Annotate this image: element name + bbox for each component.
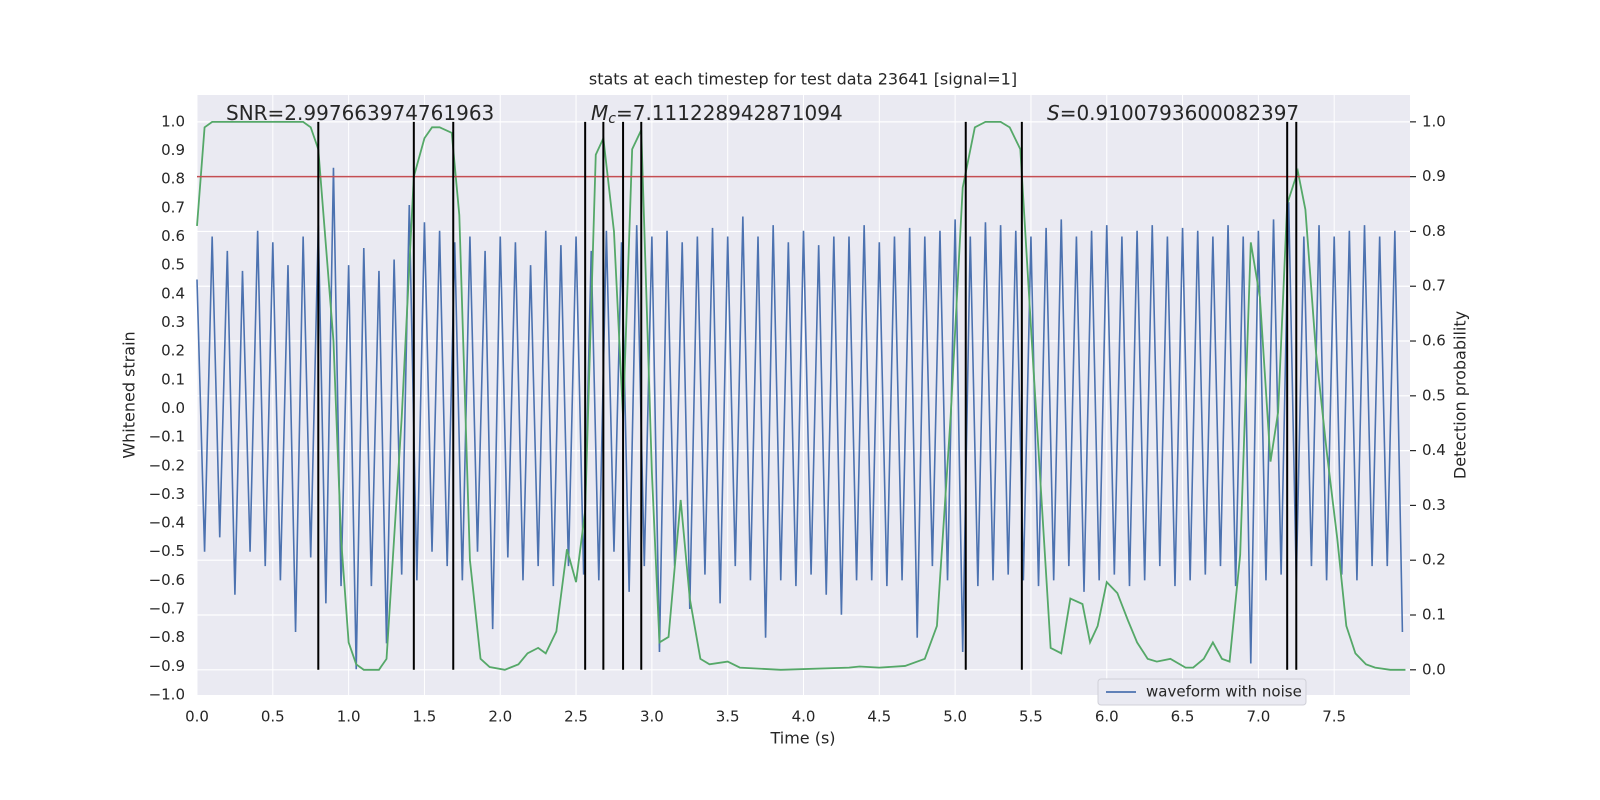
x-tick-label: 5.5 — [1019, 708, 1043, 726]
y2-tick-label: 0.8 — [1422, 222, 1446, 240]
chart-title: stats at each timestep for test data 236… — [589, 70, 1017, 89]
x-tick-label: 4.0 — [792, 708, 816, 726]
x-tick-label: 7.0 — [1246, 708, 1270, 726]
y-tick-label: −0.2 — [149, 456, 185, 474]
legend-label: waveform with noise — [1146, 683, 1302, 701]
x-tick-label: 5.0 — [943, 708, 967, 726]
y-tick-label: 0.9 — [161, 141, 185, 159]
x-tick-label: 7.5 — [1322, 708, 1346, 726]
waveform-line — [196, 167, 1404, 670]
y-tick-label: 0.3 — [161, 313, 185, 331]
y2-tick-label: 0.3 — [1422, 496, 1446, 514]
x-tick-label: 0.0 — [185, 708, 209, 726]
y-tick-label: 0.0 — [161, 399, 185, 417]
y2-tick-label: 0.4 — [1422, 441, 1446, 459]
y-tick-label: −0.3 — [149, 485, 185, 503]
annotation: SNR=2.997663974761963 — [226, 101, 494, 125]
y-tick-label: −0.8 — [149, 628, 185, 646]
annotation-symbol: M — [591, 101, 608, 125]
y-tick-label: 0.6 — [161, 227, 185, 245]
y-tick-label: −0.6 — [149, 571, 185, 589]
annotation: Mc=7.111228942871094 — [591, 101, 843, 128]
annotation-symbol: S — [1047, 101, 1060, 125]
y-tick-label: −0.5 — [149, 542, 185, 560]
y-tick-label: 0.8 — [161, 170, 185, 188]
annotation-text: SNR=2.997663974761963 — [226, 101, 494, 125]
y2-tick-label: 0.1 — [1422, 606, 1446, 624]
legend-box — [1097, 678, 1307, 706]
y-tick-label: 1.0 — [161, 112, 185, 130]
y2-tick-label: 0.7 — [1422, 277, 1446, 295]
y2-tick-label: 1.0 — [1422, 112, 1446, 130]
x-tick-label: 0.5 — [261, 708, 285, 726]
probability-line — [196, 120, 1406, 671]
x-tick-label: 1.0 — [337, 708, 361, 726]
x-tick-label: 3.5 — [716, 708, 740, 726]
y-tick-label: −0.9 — [149, 657, 185, 675]
x-tick-label: 2.5 — [564, 708, 588, 726]
y-axis-label: Whitened strain — [120, 331, 139, 458]
y-tick-label: 0.7 — [161, 198, 185, 216]
x-tick-label: 6.5 — [1171, 708, 1195, 726]
y-tick-label: 0.5 — [161, 256, 185, 274]
y-tick-label: −1.0 — [149, 686, 185, 704]
y-tick-label: 0.4 — [161, 284, 185, 302]
annotation-subscript: c — [608, 111, 616, 127]
x-tick-label: 1.5 — [413, 708, 437, 726]
x-axis-label: Time (s) — [769, 729, 835, 748]
annotation: S=0.9100793600082397 — [1047, 101, 1299, 125]
x-tick-label: 2.0 — [488, 708, 512, 726]
x-tick-label: 6.0 — [1095, 708, 1119, 726]
annotation-text: =7.111228942871094 — [616, 101, 843, 125]
y2-tick-label: 0.5 — [1422, 386, 1446, 404]
y-tick-label: 0.1 — [161, 370, 185, 388]
y-tick-label: −0.4 — [149, 514, 185, 532]
y2-tick-label: 0.2 — [1422, 551, 1446, 569]
annotation-text: =0.9100793600082397 — [1060, 101, 1299, 125]
x-tick-label: 3.0 — [640, 708, 664, 726]
y2-axis-label: Detection probability — [1451, 311, 1470, 479]
x-tick-label: 4.5 — [867, 708, 891, 726]
y2-tick-label: 0.6 — [1422, 332, 1446, 350]
y-tick-label: −0.7 — [149, 600, 185, 618]
y-tick-label: 0.2 — [161, 342, 185, 360]
y-tick-label: −0.1 — [149, 428, 185, 446]
y2-tick-label: 0.9 — [1422, 167, 1446, 185]
y2-tick-label: 0.0 — [1422, 660, 1446, 678]
